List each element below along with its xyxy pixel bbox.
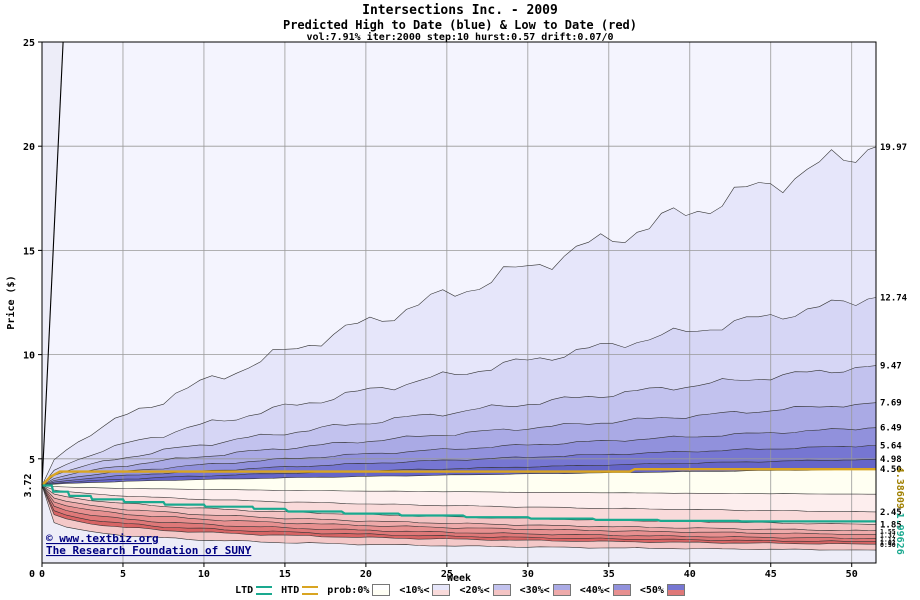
band-high-0 (42, 146, 876, 486)
y-tick-label: 10 (23, 351, 35, 362)
right-label-high: 4.50 (880, 465, 902, 475)
legend-item-40: <40%< (580, 584, 631, 596)
legend-box-swatch (432, 584, 451, 596)
legend-item-30: <30%< (520, 584, 571, 596)
legend-item-prob0: prob:0% (327, 584, 391, 596)
band-high-3 (42, 402, 876, 486)
high-boundary-line-1 (41, 297, 877, 486)
legend-item-10: <10%< (399, 584, 451, 596)
low-boundary-line-0 (41, 485, 876, 495)
legend-line-swatch (256, 585, 273, 595)
right-label-high: 12.74 (880, 293, 908, 303)
right-label-high: 9.47 (880, 362, 902, 372)
band-high-4 (42, 427, 876, 486)
legend-box-swatch (552, 584, 571, 596)
low-boundary-line-2 (41, 485, 877, 525)
low-boundary-line-1 (41, 485, 877, 513)
legend-label: HTD (281, 584, 300, 596)
x-tick-label: 25 (441, 569, 453, 580)
legend-item-50: <50% (640, 584, 685, 596)
low-boundary-line-7 (41, 485, 876, 545)
legend-label: <50% (639, 584, 664, 596)
high-boundary-line-2 (41, 365, 877, 486)
low-boundary-line-6 (41, 485, 876, 542)
y-tick-label: 5 (29, 455, 35, 466)
band-extreme-high (42, 42, 876, 486)
right-label-high: 7.69 (880, 399, 902, 409)
y-tick-label: 25 (23, 38, 35, 49)
band-low-3 (42, 485, 876, 535)
low-boundary-line-5 (41, 485, 877, 540)
x-tick-label: 15 (279, 569, 291, 580)
low-boundary-line-3 (41, 485, 877, 531)
high-boundary-line-0 (41, 146, 877, 486)
x-tick-label: 45 (765, 569, 777, 580)
band-median-gap (42, 469, 876, 495)
watermark-link-textbiz[interactable]: © www.textbiz.org (46, 532, 159, 545)
legend-box-swatch (372, 584, 391, 596)
legend-label: <30%< (519, 584, 550, 596)
legend-box-swatch (492, 584, 511, 596)
y-tick-label-zero: 0 (29, 569, 35, 580)
x-tick-label: 20 (360, 569, 372, 580)
right-label-low: 1.02 (880, 539, 896, 547)
legend-line-swatch (302, 585, 319, 595)
legend-label: <40%< (579, 584, 610, 596)
x-tick-label: 30 (522, 569, 534, 580)
x-tick-label: 0 (39, 569, 45, 580)
legend-label: LTD (235, 584, 254, 596)
chart-legend: LTD HTD prob:0% <10%< <20%< <30%< <40%< <50% (0, 584, 920, 596)
right-label-low: 1.55 (880, 528, 896, 536)
band-low-4 (42, 485, 876, 539)
right-label-low: 1.17 (880, 536, 896, 544)
start-price-label: 3.72 (23, 473, 34, 497)
legend-item-20: <20%< (459, 584, 511, 596)
legend-label: <20%< (459, 584, 490, 596)
y-tick-label: 20 (23, 142, 35, 153)
band-low-1 (42, 485, 876, 525)
high-boundary-line-3 (41, 402, 877, 486)
plot-border (41, 41, 877, 564)
legend-label: prob:0% (327, 584, 370, 596)
high-boundary-line-4 (41, 427, 877, 486)
x-tick-label: 5 (120, 569, 126, 580)
x-tick-label: 40 (684, 569, 696, 580)
right-label-high: 19.97 (880, 143, 907, 153)
y-tick-label: 15 (23, 246, 35, 257)
band-high-5 (42, 445, 876, 486)
ltd-line (42, 484, 876, 523)
legend-item-ltd: LTD (235, 584, 273, 596)
band-low-5 (42, 485, 876, 542)
legend-box-swatch (666, 584, 685, 596)
x-axis-title: Week (447, 573, 471, 584)
extreme-high-line (41, 41, 64, 486)
x-tick-label: 50 (846, 569, 858, 580)
y-axis-title: Price ($) (5, 275, 17, 329)
ltd-current-label: 1.99626 (894, 513, 905, 555)
legend-item-htd: HTD (281, 584, 319, 596)
high-boundary-line-6 (41, 458, 877, 486)
htd-line (41, 468, 876, 487)
legend-box-swatch (612, 584, 631, 596)
band-low-0 (42, 485, 876, 512)
right-label-high: 6.49 (880, 424, 902, 434)
right-label-low: 1.85 (880, 520, 902, 530)
band-high-2 (42, 365, 876, 486)
right-label-high: 5.64 (880, 441, 902, 451)
right-label-low: 0.90 (880, 541, 896, 549)
legend-label: <10%< (399, 584, 430, 596)
x-tick-label: 35 (603, 569, 615, 580)
x-tick-label: 10 (198, 569, 210, 580)
low-boundary-line-4 (41, 485, 876, 535)
htd-current-label: 4.38609 (894, 467, 905, 509)
right-label-low: 2.45 (880, 508, 902, 518)
right-label-low: 1.37 (880, 531, 896, 539)
watermark-link-suny[interactable]: The Research Foundation of SUNY (46, 544, 252, 557)
band-high-1 (42, 297, 876, 486)
low-boundary-line-8 (41, 485, 877, 551)
high-boundary-line-7 (41, 468, 877, 486)
right-label-high: 4.98 (880, 455, 902, 465)
